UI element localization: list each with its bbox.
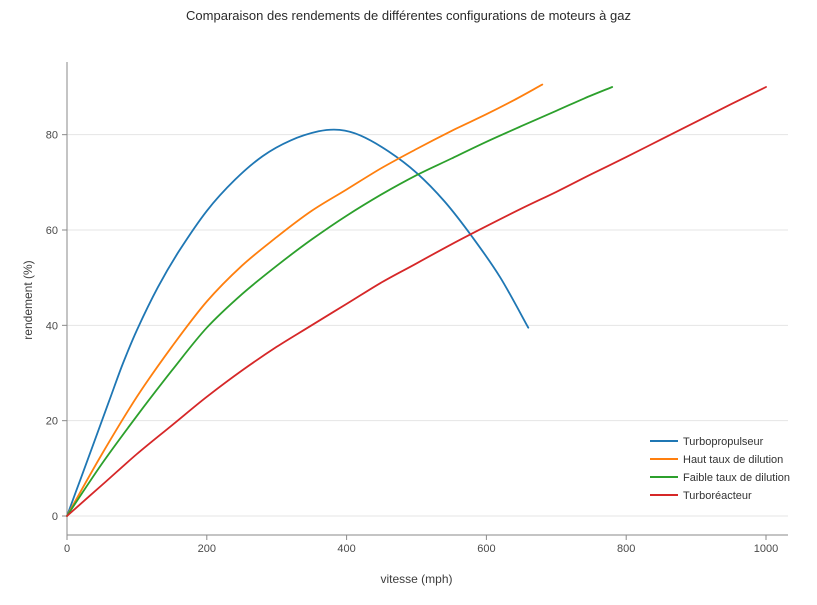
y-axis-label: rendement (%) <box>21 260 35 340</box>
x-tick-label: 400 <box>337 543 355 555</box>
legend-item[interactable]: Haut taux de dilution <box>650 454 783 466</box>
legend-item[interactable]: Turbopropulseur <box>650 436 764 448</box>
chart-title: Comparaison des rendements de différente… <box>186 8 631 23</box>
y-tick-label: 80 <box>46 130 58 142</box>
legend-label[interactable]: Turbopropulseur <box>683 436 764 448</box>
y-tick-label: 0 <box>52 511 58 523</box>
legend-label[interactable]: Faible taux de dilution <box>683 472 790 484</box>
x-tick-label: 600 <box>477 543 495 555</box>
legend: Turbopropulseur Haut taux de dilution Faib… <box>650 436 790 502</box>
line-faible-taux-de-dilution <box>66 86 614 517</box>
line-turbopropulseur <box>66 128 530 517</box>
legend-item[interactable]: Turboréacteur <box>650 490 752 502</box>
x-axis-label: vitesse (mph) <box>380 572 453 586</box>
legend-item[interactable]: Faible taux de dilution <box>650 472 790 484</box>
y-tick-label: 60 <box>46 225 58 237</box>
legend-label[interactable]: Haut taux de dilution <box>683 454 783 466</box>
gridlines <box>67 134 788 517</box>
x-tick-label: 1000 <box>754 543 778 555</box>
x-tick-label: 0 <box>64 543 70 555</box>
x-tick-label: 200 <box>198 543 216 555</box>
y-tick-label: 20 <box>46 416 58 428</box>
legend-label[interactable]: Turboréacteur <box>683 490 752 502</box>
line-turbor-acteur <box>66 86 767 517</box>
x-tick-label: 800 <box>617 543 635 555</box>
y-tick-label: 40 <box>46 320 58 332</box>
line-haut-taux-de-dilution <box>66 83 544 517</box>
